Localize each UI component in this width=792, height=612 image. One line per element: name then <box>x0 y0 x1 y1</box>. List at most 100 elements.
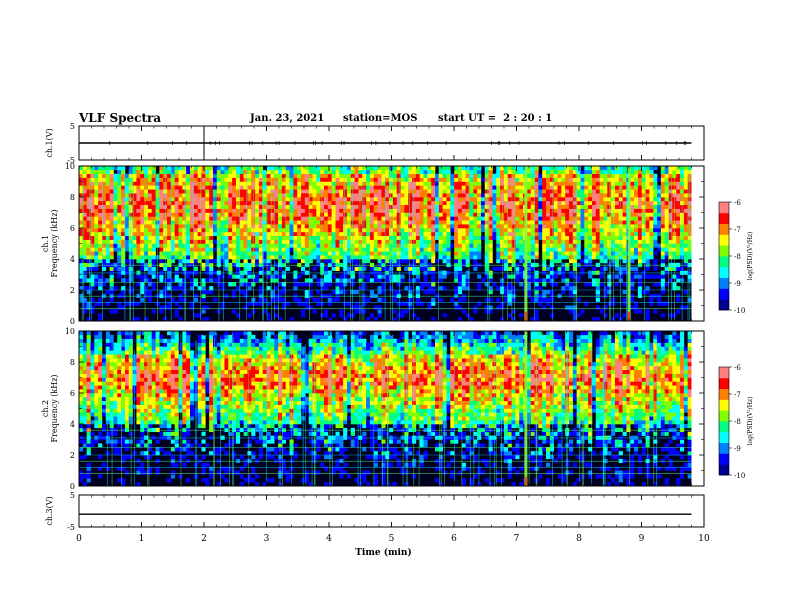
spectrogram-cell <box>415 251 421 256</box>
spectrogram-cell <box>465 255 470 260</box>
spectrogram-cell <box>526 235 532 240</box>
spectrogram-cell <box>492 193 497 198</box>
spectrogram-cell <box>408 189 413 194</box>
spectrogram-cell <box>454 251 459 256</box>
spectrogram-cell <box>637 231 643 237</box>
spectrogram-cell <box>607 173 612 178</box>
spectrogram-cell <box>591 228 597 233</box>
spectrogram-cell <box>637 212 643 217</box>
spectrogram-cell <box>358 266 363 271</box>
spectrogram-cell <box>603 251 608 256</box>
spectrogram-cell <box>542 200 547 206</box>
spectrogram-cell <box>79 239 84 244</box>
spectrogram-cell <box>530 278 535 283</box>
spectrogram-cell <box>297 204 302 209</box>
spectrogram-cell <box>224 216 229 221</box>
spectrogram-cell <box>546 166 551 171</box>
spectrogram-cell <box>488 224 493 229</box>
spectrogram-cell <box>664 169 669 175</box>
spectrogram-cell <box>622 235 627 240</box>
spectrogram-cell <box>515 193 520 198</box>
spectrogram-cell <box>546 181 551 186</box>
spectrogram-cell <box>224 247 229 252</box>
spectrogram-cell <box>79 212 84 217</box>
spectrogram-cell <box>622 169 627 175</box>
spectrogram-cell <box>461 259 466 264</box>
spectrogram-cell <box>304 173 309 178</box>
spectrogram-cell <box>580 224 585 229</box>
spectrogram-cell <box>511 200 516 206</box>
spectrogram-cell <box>79 286 84 291</box>
spectrogram-cell <box>614 313 620 318</box>
spectrogram-cell <box>358 235 363 240</box>
spectrogram-cell <box>320 220 325 225</box>
spectrogram-cell <box>358 208 363 213</box>
spectrogram-cell <box>339 177 344 182</box>
spectrogram-cell <box>622 228 627 233</box>
spectrogram-cell <box>622 189 627 194</box>
spectrogram-cell <box>465 259 470 264</box>
spectrogram-cell <box>496 204 501 209</box>
spectrogram-cell <box>546 224 551 229</box>
spectrogram-cell <box>553 255 558 260</box>
spectrogram-cell <box>94 189 99 194</box>
spectrogram-cell <box>255 166 260 171</box>
spectrogram-cell <box>561 286 566 291</box>
spectrogram-cell <box>369 247 375 252</box>
spectrogram-cell <box>526 228 532 233</box>
spectrogram-cell <box>534 251 539 256</box>
spectrogram-cell <box>614 255 620 260</box>
spectrogram-cell <box>239 274 244 279</box>
spectrogram-cell <box>220 173 225 178</box>
spectrogram-cell <box>193 243 198 248</box>
spectrogram-cell <box>526 181 532 186</box>
spectrogram-cell <box>105 228 110 233</box>
spectrogram-cell <box>400 173 405 178</box>
spectrogram-cell <box>212 297 218 302</box>
spectrogram-cell <box>147 216 153 221</box>
spectrogram-cell <box>182 185 187 190</box>
spectrogram-cell <box>136 220 141 225</box>
spectrogram-cell <box>132 239 137 244</box>
spectrogram-cell <box>159 255 164 260</box>
spectrogram-cell <box>484 208 489 213</box>
spectrogram-cell <box>301 189 306 194</box>
spectrogram-cell <box>354 177 359 182</box>
spectrogram-cell <box>530 189 535 194</box>
spectrogram-cell <box>220 181 225 186</box>
spectrogram-cell <box>212 177 218 182</box>
spectrogram-cell <box>312 197 317 202</box>
spectrogram-cell <box>488 239 493 244</box>
spectrogram-cell <box>105 177 110 182</box>
spectrogram-cell <box>228 239 233 244</box>
spectrogram-cell <box>538 228 543 233</box>
spectrogram-cell <box>611 185 616 190</box>
spectrogram-cell <box>232 282 237 287</box>
spectrogram-cell <box>396 290 401 295</box>
spectrogram-cell <box>400 231 405 237</box>
spectrogram-cell <box>534 169 539 175</box>
spectrogram-cell <box>431 200 436 206</box>
spectrogram-cell <box>243 259 248 264</box>
spectrogram-cell <box>373 216 378 221</box>
spectrogram-cell <box>132 204 137 209</box>
spectrogram-cell <box>258 301 264 306</box>
spectrogram-cell <box>205 243 210 248</box>
spectrogram-cell <box>220 216 225 221</box>
spectrogram-cell <box>251 255 256 260</box>
spectrogram-cell <box>82 231 87 237</box>
spectrogram-cell <box>90 243 95 248</box>
spectrogram-cell <box>101 231 107 237</box>
spectrogram-cell <box>603 197 608 202</box>
spectrogram-cell <box>572 290 577 295</box>
spectrogram-cell <box>461 274 466 279</box>
spectrogram-cell <box>320 243 325 248</box>
spectrogram-cell <box>423 177 428 182</box>
spectrogram-cell <box>209 173 214 178</box>
spectrogram-cell <box>339 204 344 209</box>
spectrogram-cell <box>412 255 417 260</box>
spectrogram-cell <box>320 282 325 287</box>
spectrogram-cell <box>304 251 309 256</box>
spectrogram-cell <box>197 286 202 291</box>
spectrogram-cell <box>423 228 428 233</box>
